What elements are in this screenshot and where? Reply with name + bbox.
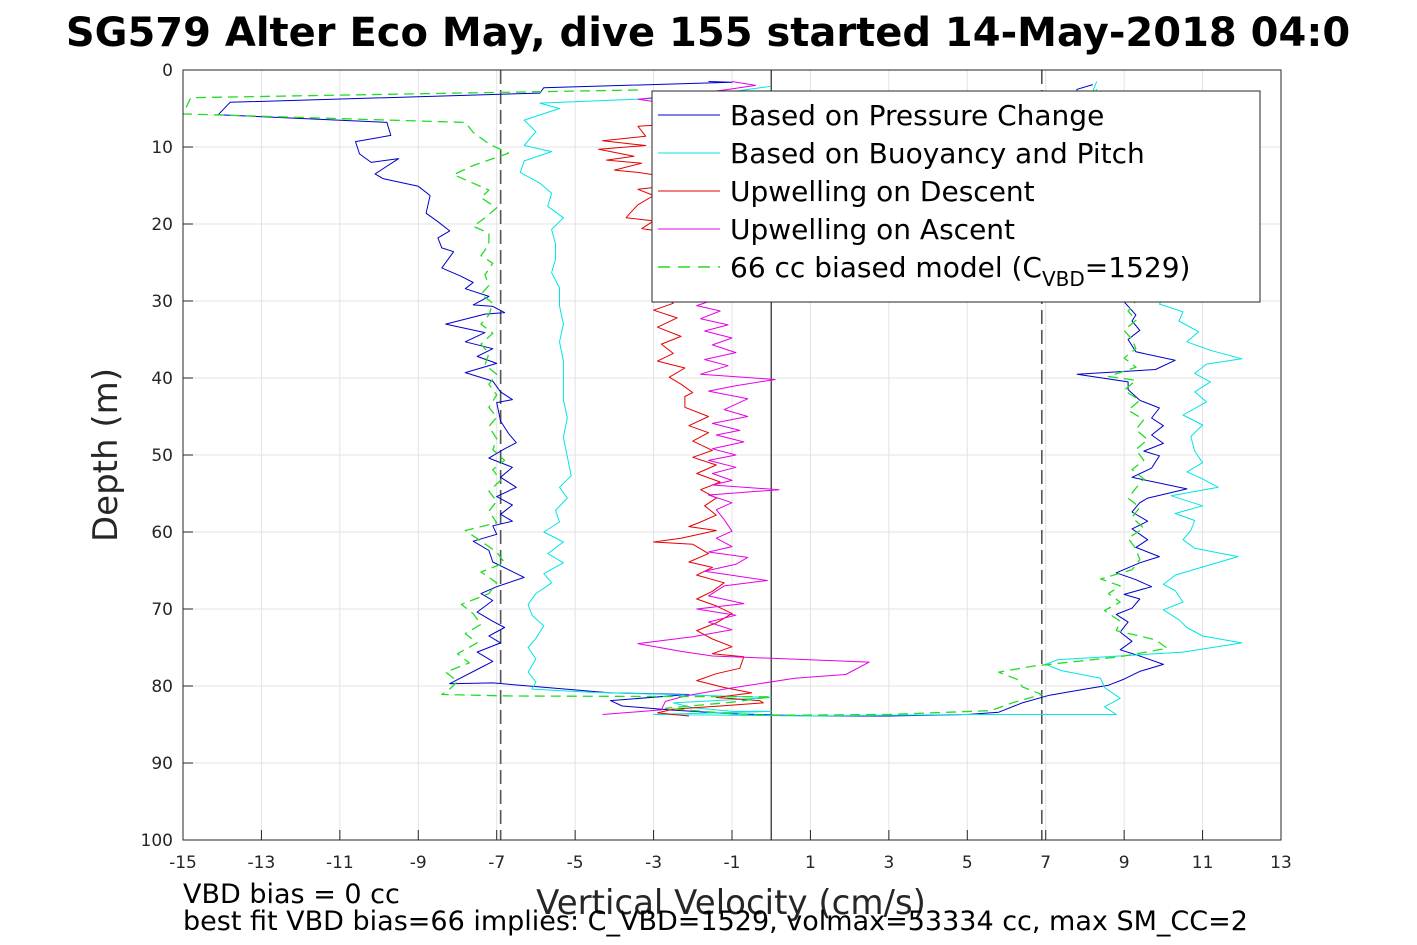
y-tick-label: 50 [151,446,173,466]
y-axis-label: Depth (m) [86,368,126,542]
x-tick-label: -3 [645,853,662,873]
y-tick-label: 60 [151,523,173,543]
legend-box [651,90,1261,303]
footnote-best-fit: best fit VBD bias=66 implies: C_VBD=1529… [183,906,1248,937]
footnote-vbd-bias: VBD bias = 0 cc [183,879,400,910]
y-tick-label: 30 [151,292,173,312]
y-tick-label: 90 [151,754,173,774]
x-tick-label: -15 [169,853,197,873]
x-tick-label: -5 [567,853,584,873]
legend-entry-label: Upwelling on Ascent [730,213,1015,246]
series-line-upwelling-on-descent [598,122,764,717]
legend-entry-label: Based on Buoyancy and Pitch [730,137,1145,170]
y-tick-label: 0 [162,61,173,81]
series-line-66-cc-biased-model-c-vbd-1529 [183,88,1168,716]
x-tick-label: 13 [1270,853,1292,873]
legend: Based on Pressure Change Based on Buoyanc… [651,90,1261,303]
y-axis-ticks: 0 10 20 30 40 50 60 70 80 90 100 [141,61,193,851]
x-tick-label: -7 [488,853,505,873]
legend-entry-label: 66 cc biased model (CVBD=1529) [730,251,1190,291]
x-tick-label: -9 [410,853,427,873]
x-tick-label: 5 [962,853,973,873]
x-tick-label: -11 [326,853,354,873]
y-tick-label: 40 [151,369,173,389]
figure-title: SG579 Alter Eco May, dive 155 started 14… [66,10,1350,56]
x-tick-label: 9 [1119,853,1130,873]
legend-entry-label: Upwelling on Descent [730,175,1035,208]
series-line-based-on-buoyancy-and-pitch [519,81,1243,717]
y-tick-label: 20 [151,215,173,235]
y-tick-label: 100 [141,831,173,851]
x-tick-label: -13 [248,853,276,873]
x-axis-label: Vertical Velocity (cm/s) [536,883,926,923]
x-axis-ticks: -15 -13 -11 -9 -7 -5 -3 -1 1 3 5 7 9 11 13 [169,830,1292,873]
x-tick-label: 7 [1040,853,1051,873]
x-tick-label: 11 [1192,853,1214,873]
y-tick-label: 10 [151,138,173,158]
y-tick-label: 80 [151,677,173,697]
x-tick-label: 1 [805,853,816,873]
legend-entry-label: Based on Pressure Change [730,99,1104,132]
x-tick-label: 3 [883,853,894,873]
y-tick-label: 70 [151,600,173,620]
x-tick-label: -1 [724,853,741,873]
